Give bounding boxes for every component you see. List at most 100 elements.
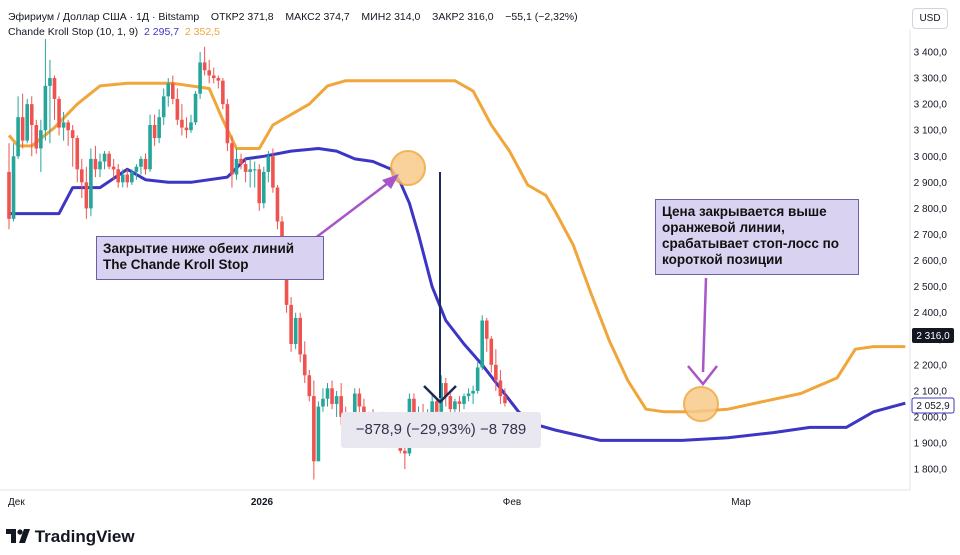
last-price-tag	[912, 328, 954, 343]
candle-body	[80, 169, 84, 183]
candle-body	[494, 364, 498, 381]
candle-body	[107, 153, 111, 167]
currency-button[interactable]: USD	[912, 8, 948, 29]
candle-body	[39, 130, 43, 149]
left-note: Закрытие ниже обеих линий The Chande Kro…	[96, 236, 324, 280]
candle-body	[225, 104, 230, 144]
candle-body	[230, 143, 234, 175]
candle-body	[207, 70, 211, 76]
close-label: ЗАКР	[432, 11, 459, 23]
right-note: Цена закрывается выше оранжевой линии, с…	[655, 199, 859, 275]
candle-body	[248, 169, 252, 172]
price-tick-label: 2 800,0	[914, 204, 948, 215]
left-callout-arrowhead	[382, 174, 399, 189]
candle-body	[171, 83, 175, 99]
candle-body	[161, 96, 166, 118]
measure-arrowhead	[423, 385, 457, 404]
candle-body	[139, 158, 143, 167]
low-value: 2 314,0	[385, 11, 421, 23]
price-tick-label: 2 400,0	[914, 308, 948, 319]
tradingview-logo[interactable]: TradingView	[6, 527, 135, 547]
candle-body	[471, 390, 475, 394]
time-tick-label: Дек	[8, 497, 25, 508]
candle-body	[403, 450, 407, 454]
tradingview-logo-icon	[6, 529, 30, 543]
candle-body	[93, 158, 98, 170]
candle-body	[125, 174, 130, 183]
price-tick-label: 2 200,0	[914, 360, 948, 371]
right-note-line-3: срабатывает стоп-лосс по	[662, 236, 840, 251]
time-tick-label: Мар	[731, 497, 751, 508]
price-tick-label: 3 300,0	[914, 74, 948, 85]
candle-body	[152, 124, 157, 139]
open-label: ОТКР	[210, 11, 239, 23]
indicator-value-orange: 2 352,5	[184, 26, 220, 38]
candle-body	[52, 78, 57, 99]
candle-body	[334, 396, 339, 404]
indicator-value-blue: 2 295,7	[144, 26, 180, 38]
price-tick-label: 1 800,0	[914, 465, 948, 476]
candle-body	[48, 78, 52, 86]
candle-body	[57, 98, 61, 128]
indicator-legend[interactable]: Chande Kroll Stop (10, 1, 9) 2 295,7 2 3…	[8, 26, 220, 38]
right-callout-arrowhead	[687, 365, 718, 386]
candle-body	[444, 383, 448, 397]
price-tick-label: 3 200,0	[914, 100, 948, 111]
candle-body	[330, 388, 334, 404]
brand-name: TradingView	[34, 527, 135, 546]
candle-body	[321, 398, 325, 407]
left-note-line-1: Закрытие ниже обеих линий	[103, 241, 295, 256]
candle-body	[61, 122, 66, 128]
entry-highlight-circle	[390, 150, 426, 186]
candle-body	[339, 396, 343, 417]
close-value: 2 316,0	[458, 11, 494, 23]
symbol-legend[interactable]: Эфириум / Доллар США · 1Д · Bitstamp ОТК…	[8, 11, 578, 23]
candle-body	[175, 98, 180, 120]
candle-body	[484, 320, 489, 339]
candle-body	[148, 124, 152, 170]
annotation-drawings	[309, 150, 719, 422]
candle-body	[239, 158, 243, 165]
left-callout-arrow	[309, 179, 393, 243]
candle-body	[84, 182, 89, 209]
candle-body	[457, 401, 462, 404]
price-tick-label: 2 100,0	[914, 386, 948, 397]
candle-body	[180, 119, 184, 128]
candle-body	[503, 396, 507, 404]
price-tick-label: 3 000,0	[914, 152, 948, 163]
candle-body	[412, 398, 416, 423]
candle-body	[43, 85, 48, 131]
left-note-line-2: The Chande Kroll Stop	[103, 257, 249, 272]
time-axis[interactable]: Дек 2026 Фев Мар	[8, 497, 751, 508]
price-tick-label: 2 700,0	[914, 230, 948, 241]
candle-body	[475, 367, 480, 391]
candle-body	[7, 171, 11, 219]
candle-body	[89, 158, 93, 209]
candle-body	[262, 171, 266, 204]
price-tick-label: 2 500,0	[914, 282, 948, 293]
price-tick-label: 1 900,0	[914, 439, 948, 450]
candle-body	[243, 164, 248, 172]
candle-body	[448, 396, 453, 410]
candle-body	[20, 117, 25, 141]
candle-body	[134, 166, 139, 172]
candle-body	[143, 158, 148, 170]
indicator-name: Chande Kroll Stop (10, 1, 9)	[8, 26, 139, 38]
high-label: МАКС	[285, 11, 315, 23]
candle-body	[116, 169, 120, 183]
candle-body	[157, 117, 161, 139]
candle-body	[11, 156, 16, 219]
measure-label: −878,9 (−29,93%) −8 789	[341, 412, 541, 448]
candle-body	[289, 304, 293, 344]
price-tick-label: 3 400,0	[914, 48, 948, 59]
candle-body	[120, 174, 125, 183]
change-value: −55,1 (−2,32%)	[505, 11, 578, 23]
price-labels: 2 316,0 2 052,9	[911, 328, 955, 414]
candle-body	[266, 156, 271, 172]
candle-body	[353, 393, 357, 415]
candle-body	[166, 83, 171, 97]
candle-body	[293, 317, 298, 344]
open-value: 2 371,8	[238, 11, 274, 23]
candle-body	[111, 166, 116, 170]
blue-line-price-tag	[911, 397, 955, 414]
